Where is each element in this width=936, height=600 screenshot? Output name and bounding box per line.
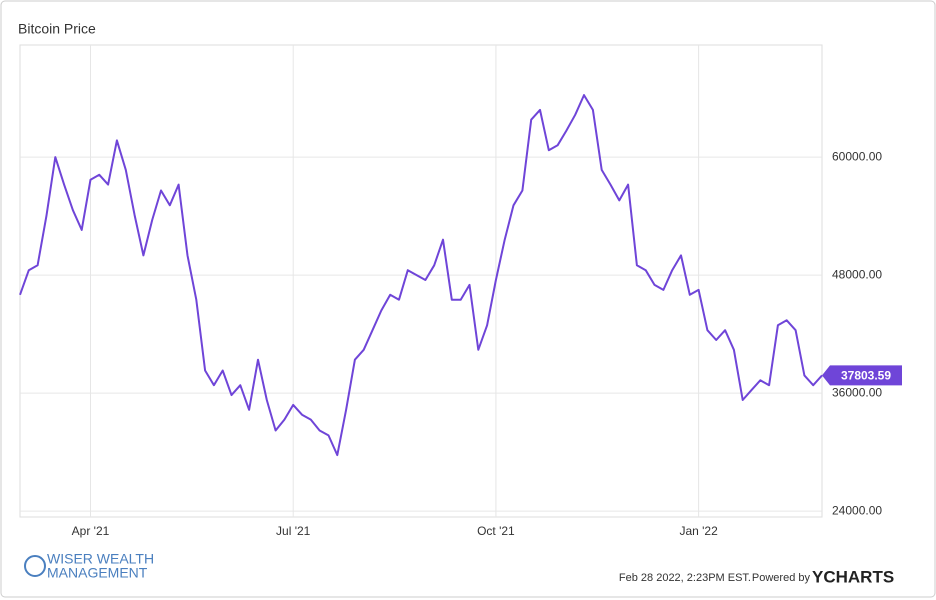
plot-area (19, 44, 823, 518)
y-tick-label: 24000.00 (832, 503, 882, 517)
brand: YCHARTS (812, 567, 894, 586)
y-tick-label: 48000.00 (832, 267, 882, 281)
line (19, 94, 823, 457)
x-tick-label: Oct '21 (477, 524, 515, 538)
chart-title: Bitcoin Price (18, 21, 96, 37)
y-tick-label: 60000.00 (832, 149, 882, 163)
x-tick-label: Jan '22 (679, 524, 718, 538)
y-tick-label: 36000.00 (832, 385, 882, 399)
logo-text: WISER WEALTH (47, 551, 154, 567)
last-value-label: 37803.59 (841, 369, 891, 383)
last-value-box (822, 365, 902, 386)
x-tick-label: Jul '21 (276, 524, 311, 538)
x-tick-label: Apr '21 (72, 524, 110, 538)
powered-by: Powered by (752, 572, 811, 584)
timestamp: Feb 28 2022, 2:23PM EST. (619, 572, 751, 584)
logo-text: MANAGEMENT (47, 565, 148, 581)
logo-icon (24, 555, 46, 577)
